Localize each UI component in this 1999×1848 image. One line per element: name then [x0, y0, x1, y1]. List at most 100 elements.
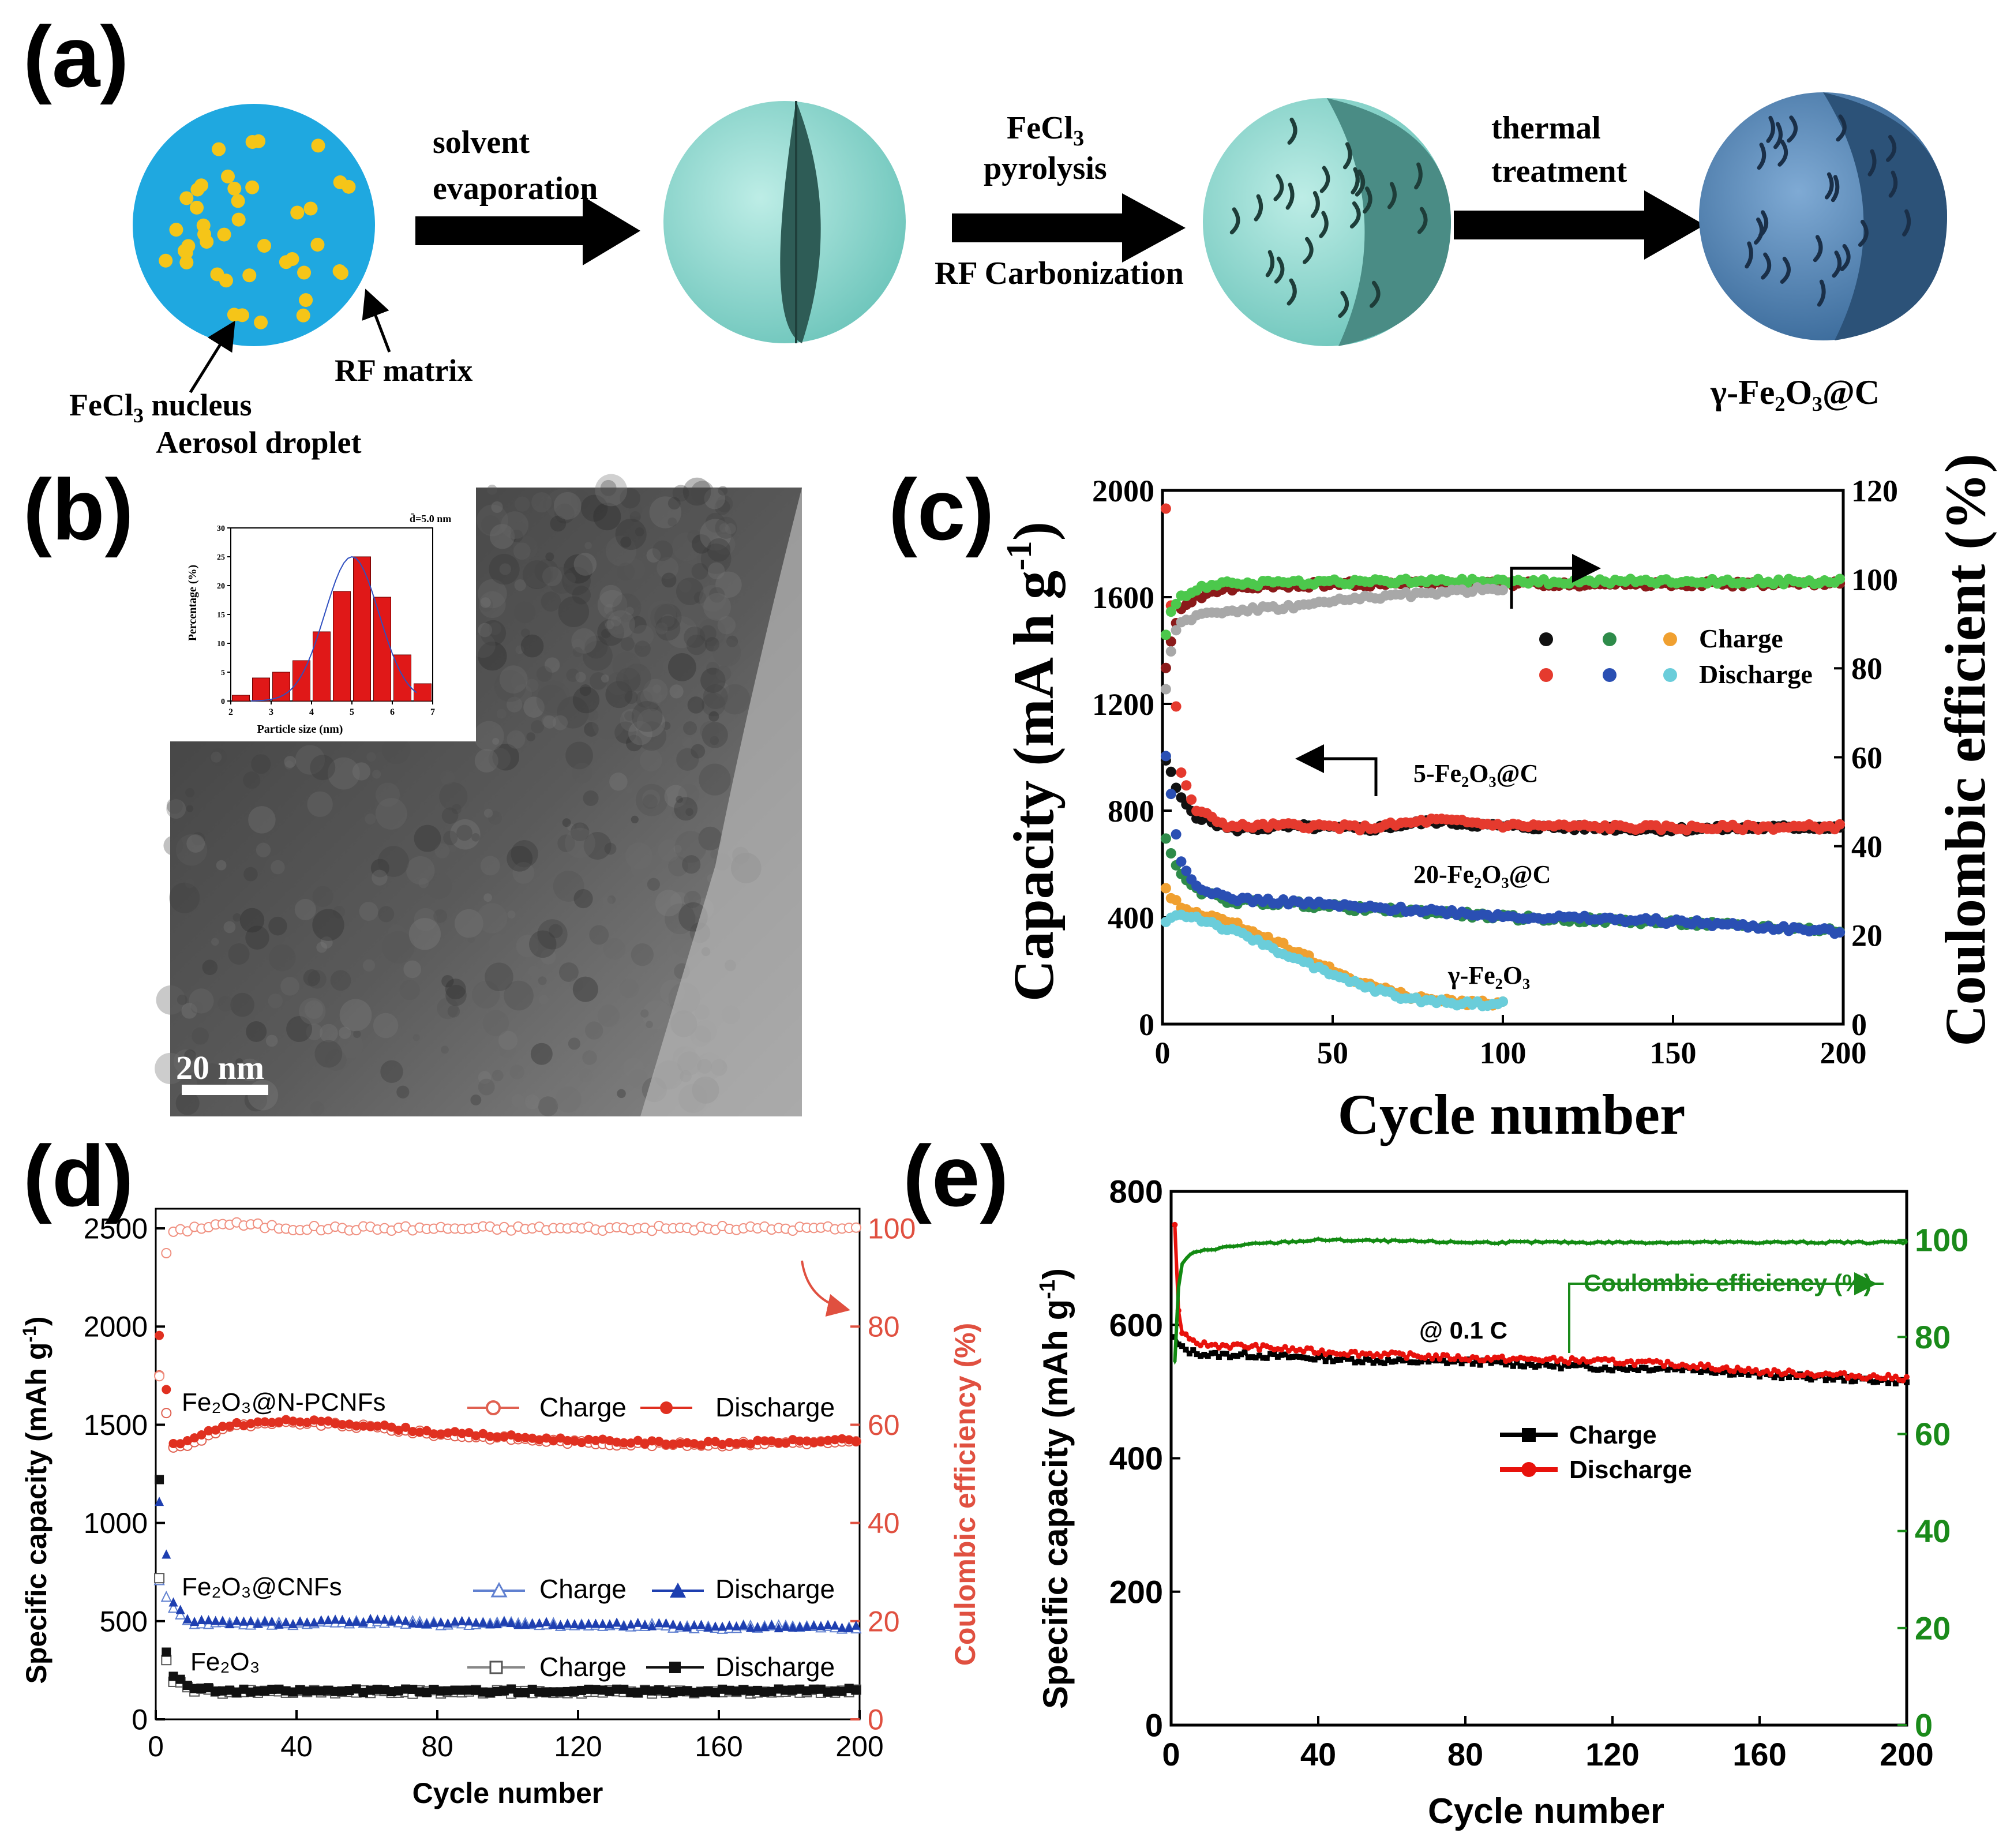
data-point: [1508, 1238, 1511, 1245]
data-point: [1885, 1371, 1892, 1378]
fecl3-nuclei: [159, 134, 356, 329]
tem-grain: [705, 512, 725, 533]
tem-grain: [467, 935, 475, 943]
data-point: [288, 1687, 298, 1697]
xtick-label: 40: [280, 1730, 313, 1763]
data-point: [1308, 1345, 1314, 1352]
data-point: [1532, 1364, 1539, 1370]
tem-grain: [489, 934, 508, 953]
data-point: [1714, 1238, 1717, 1245]
data-point: [204, 1683, 213, 1693]
data-point: [1339, 1236, 1342, 1242]
y2tick-label: 20: [1915, 1610, 1951, 1646]
tem-grain: [714, 499, 730, 515]
data-point: [598, 1618, 607, 1628]
tem-grain: [451, 804, 462, 815]
data-point: [429, 1429, 438, 1439]
data-point: [1271, 1351, 1277, 1358]
data-point: [1661, 1363, 1667, 1369]
data-point: [1328, 1238, 1331, 1244]
data-point: [1435, 1239, 1437, 1246]
tem-grain: [294, 898, 316, 920]
data-point: [422, 1618, 432, 1628]
data-point: [851, 1437, 861, 1446]
data-point: [253, 1618, 262, 1628]
data-point: [1348, 1356, 1355, 1362]
data-point: [217, 1422, 227, 1431]
data-point: [408, 1618, 418, 1628]
data-point: [577, 1619, 587, 1629]
data-point: [1165, 606, 1176, 617]
data-point: [1176, 856, 1187, 867]
data-point: [1236, 1243, 1239, 1249]
tem-grain: [640, 687, 662, 709]
tem-grain: [496, 709, 507, 719]
data-point: [781, 1685, 790, 1695]
xtick-label: 120: [1585, 1736, 1639, 1772]
data-point: [584, 1618, 594, 1628]
data-point: [162, 1385, 171, 1395]
data-point: [190, 1684, 200, 1693]
data-point: [1786, 1374, 1792, 1381]
tem-grain: [375, 797, 407, 830]
tem-grain: [628, 503, 643, 517]
pore-channel: [1274, 256, 1285, 284]
data-point: [1494, 1240, 1496, 1247]
data-point: [295, 1616, 305, 1626]
nucleus-label: FeCl3 nucleus: [69, 388, 252, 427]
data-point: [1551, 1363, 1557, 1370]
tem-grain: [719, 684, 751, 715]
data-point: [1720, 1369, 1726, 1375]
y2tick-label: 40: [868, 1507, 900, 1539]
legend-c-discharge-label: Discharge: [1699, 659, 1813, 689]
data-point: [1666, 1240, 1669, 1247]
data-point: [1160, 684, 1171, 695]
tem-grain: [382, 931, 415, 964]
tem-grain: [583, 831, 612, 860]
data-point: [1492, 1358, 1498, 1365]
data-point: [309, 1415, 319, 1425]
legend-d2-charge-marker: [490, 1581, 508, 1598]
data-point: [732, 1686, 741, 1696]
data-point: [316, 1615, 326, 1625]
data-point: [168, 1671, 178, 1681]
data-point: [584, 1434, 594, 1444]
data-point: [1764, 1371, 1770, 1377]
tem-grain: [483, 808, 493, 818]
data-point: [781, 1621, 790, 1631]
data-point: [1757, 1373, 1762, 1380]
data-point: [1639, 1365, 1645, 1371]
data-point: [640, 1620, 650, 1629]
tem-grain: [657, 557, 679, 579]
data-point: [1429, 1356, 1435, 1362]
legend-d2-discharge-marker: [670, 1583, 686, 1598]
data-point: [175, 1608, 186, 1620]
legend-d1-discharge-marker: [660, 1401, 673, 1414]
data-point: [1319, 1347, 1325, 1354]
tem-grain: [488, 622, 502, 635]
data-point: [1426, 1352, 1432, 1359]
data-point: [1847, 1238, 1849, 1245]
data-point: [661, 1440, 671, 1449]
tem-grain: [650, 603, 678, 631]
data-point: [1705, 1367, 1711, 1374]
data-point: [1906, 1239, 1908, 1245]
tem-grain: [512, 861, 535, 884]
data-point: [1420, 1238, 1423, 1245]
tem-grain: [625, 734, 643, 752]
data-point: [499, 1432, 509, 1442]
data-point: [1610, 1367, 1615, 1374]
tem-grain: [491, 628, 522, 659]
tem-grain: [190, 1001, 204, 1014]
tem-grain: [378, 906, 395, 923]
data-point: [725, 1438, 734, 1448]
data-point: [1705, 1362, 1711, 1368]
tem-grain: [589, 925, 609, 945]
tem-grain: [558, 962, 579, 982]
data-point: [562, 1435, 572, 1445]
tem-grain: [166, 797, 183, 814]
tem-grain: [243, 867, 258, 882]
legend-e-discharge-marker: [1521, 1462, 1536, 1477]
data-point: [1198, 1353, 1203, 1359]
